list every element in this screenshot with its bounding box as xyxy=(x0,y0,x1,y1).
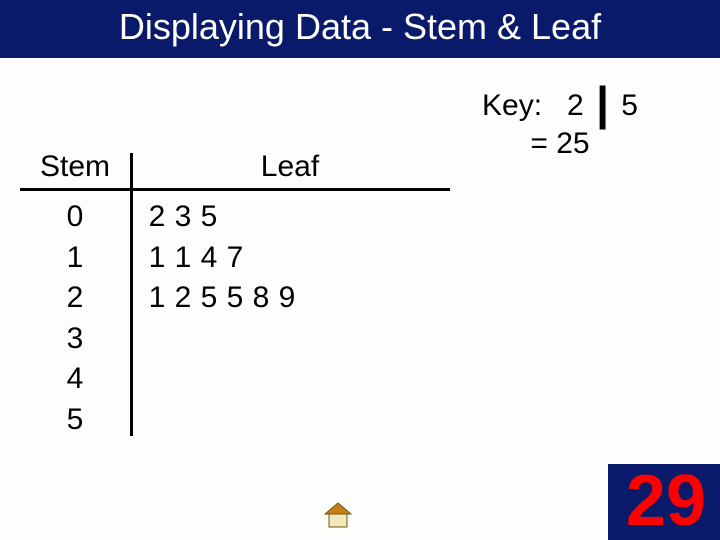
table-row: 5 xyxy=(20,400,450,441)
leaf-value: 1 xyxy=(148,278,166,319)
leaf-cell: 1147 xyxy=(130,238,450,279)
stem-cell: 4 xyxy=(20,359,130,400)
key-line-1: Key: 2 | 5 xyxy=(430,74,690,125)
leaf-value: 5 xyxy=(200,278,218,319)
stem-cell: 2 xyxy=(20,278,130,319)
page-title: Displaying Data - Stem & Leaf xyxy=(119,6,601,47)
plot-header: Stem Leaf xyxy=(20,150,450,188)
stem-cell: 5 xyxy=(20,400,130,441)
title-bar: Displaying Data - Stem & Leaf xyxy=(0,0,720,58)
leaf-value: 3 xyxy=(174,197,192,238)
stem-cell: 3 xyxy=(20,319,130,360)
leaf-value: 8 xyxy=(252,278,270,319)
stem-cell: 1 xyxy=(20,238,130,279)
leaf-value: 9 xyxy=(278,278,296,319)
key-value: 25 xyxy=(556,127,589,160)
table-row: 3 xyxy=(20,319,450,360)
table-row: 0235 xyxy=(20,197,450,238)
leaf-value: 7 xyxy=(226,238,244,279)
leaf-value: 2 xyxy=(148,197,166,238)
page-number: 29 xyxy=(626,461,706,540)
key-line-2: = 25 xyxy=(430,127,690,161)
leaf-cell xyxy=(130,319,450,360)
home-button[interactable] xyxy=(324,502,352,528)
key-stem: 2 xyxy=(567,89,584,122)
key-label: Key: xyxy=(482,89,542,122)
key-panel: Key: 2 | 5 = 25 xyxy=(430,74,690,161)
key-leaf: 5 xyxy=(621,89,638,122)
leaf-header: Leaf xyxy=(130,150,450,184)
leaf-cell xyxy=(130,359,450,400)
key-equals: = xyxy=(530,127,548,160)
leaf-cell: 235 xyxy=(130,197,450,238)
leaf-value: 5 xyxy=(200,197,218,238)
leaf-value: 5 xyxy=(226,278,244,319)
stem-header: Stem xyxy=(20,150,130,184)
leaf-value: 1 xyxy=(174,238,192,279)
plot-vertical-rule xyxy=(130,153,133,436)
stem-cell: 0 xyxy=(20,197,130,238)
leaf-value: 1 xyxy=(148,238,166,279)
home-icon xyxy=(324,502,352,528)
stem-leaf-plot: Stem Leaf 0235111472125589345 xyxy=(20,150,450,440)
leaf-cell: 125589 xyxy=(130,278,450,319)
page-number-badge: 29 xyxy=(608,464,720,540)
leaf-cell xyxy=(130,400,450,441)
leaf-value: 4 xyxy=(200,238,218,279)
key-separator-icon: | xyxy=(592,77,613,129)
plot-body: 0235111472125589345 xyxy=(20,191,450,440)
table-row: 2125589 xyxy=(20,278,450,319)
table-row: 11147 xyxy=(20,238,450,279)
table-row: 4 xyxy=(20,359,450,400)
leaf-value: 2 xyxy=(174,278,192,319)
